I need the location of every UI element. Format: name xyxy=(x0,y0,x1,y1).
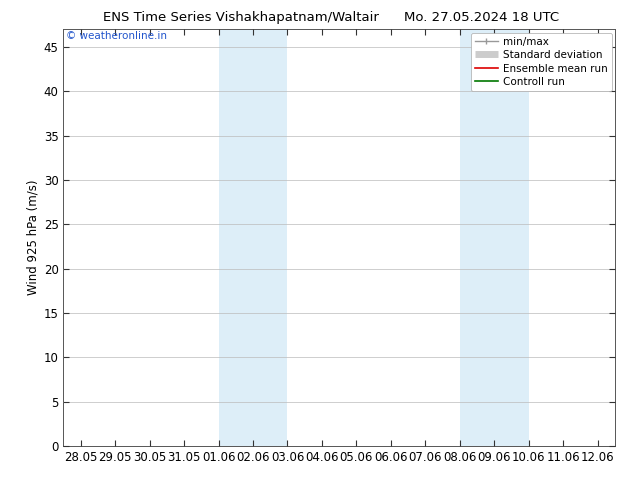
Bar xyxy=(460,29,529,446)
Text: Mo. 27.05.2024 18 UTC: Mo. 27.05.2024 18 UTC xyxy=(404,11,559,24)
Bar xyxy=(219,29,287,446)
Text: © weatheronline.in: © weatheronline.in xyxy=(66,31,167,42)
Text: ENS Time Series Vishakhapatnam/Waltair: ENS Time Series Vishakhapatnam/Waltair xyxy=(103,11,379,24)
Legend: min/max, Standard deviation, Ensemble mean run, Controll run: min/max, Standard deviation, Ensemble me… xyxy=(470,32,612,91)
Y-axis label: Wind 925 hPa (m/s): Wind 925 hPa (m/s) xyxy=(27,180,39,295)
